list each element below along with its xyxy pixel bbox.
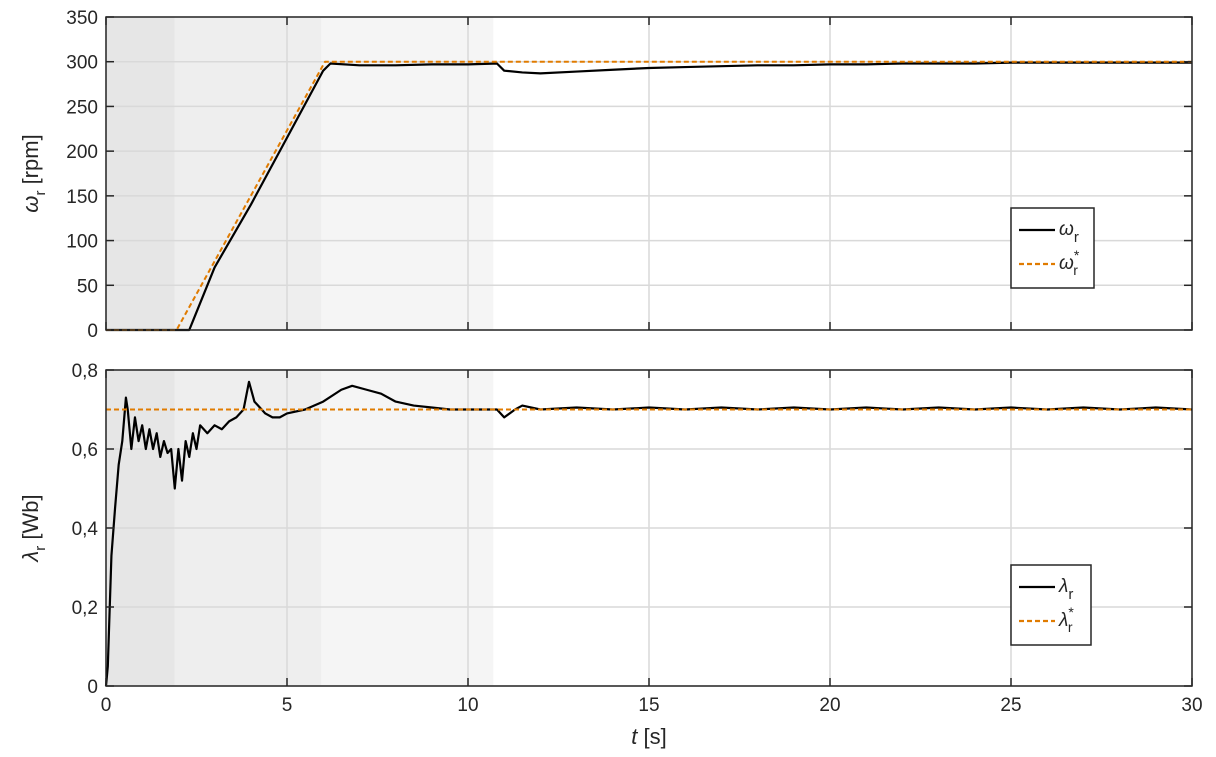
y-tick-label: 0	[87, 321, 98, 342]
legend-box	[1010, 207, 1095, 289]
chart-panel-bottom: 0 5 10 15 20 25 30 0 0,2 0,4 0,6 0,8 λr [Wb] t [s] λrλ…	[18, 361, 1203, 749]
x-tick-label: 25	[1000, 695, 1021, 716]
legend-box	[1010, 564, 1092, 646]
y-tick-label: 0	[87, 677, 98, 698]
y-axis-title: ωr [rpm]	[18, 134, 49, 212]
legend-label: λ* r	[1058, 604, 1074, 635]
shaded-region-0	[106, 17, 175, 330]
y-tick-label: 350	[66, 8, 98, 29]
legend-bottom: λrλ* r	[1010, 564, 1092, 646]
y-tick-label: 250	[66, 97, 98, 118]
y-tick-label: 150	[66, 187, 98, 208]
x-tick-label: 10	[457, 695, 478, 716]
shaded-region-1	[174, 17, 322, 330]
series-line-measured-top	[106, 61, 1192, 332]
x-axis-title: t [s]	[631, 724, 666, 749]
y-tick-label: 200	[66, 142, 98, 163]
legend-label: ω* r	[1059, 247, 1080, 278]
y-axis-title: λr [Wb]	[18, 494, 49, 562]
y-tick-label: 100	[66, 232, 98, 253]
chart-panel-top: 0 50 100 150 200 250 300 350 ωr [rpm] ωrω* r	[18, 8, 1193, 342]
shaded-region-2	[321, 17, 494, 330]
legend-label: λr	[1058, 576, 1073, 603]
y-tick-label: 0,2	[72, 598, 98, 619]
x-tick-label: 0	[101, 695, 112, 716]
y-tick-label: 0,6	[72, 440, 98, 461]
x-tick-label: 30	[1181, 695, 1202, 716]
y-tick-label: 300	[66, 53, 98, 74]
legend-label: ωr	[1059, 219, 1079, 246]
y-tick-label: 0,4	[72, 519, 99, 540]
legend-top: ωrω* r	[1010, 207, 1095, 289]
y-tick-label: 50	[77, 276, 98, 297]
x-tick-label: 20	[819, 695, 840, 716]
x-tick-label: 15	[638, 695, 659, 716]
y-tick-label: 0,8	[72, 361, 98, 382]
x-tick-label: 5	[282, 695, 293, 716]
